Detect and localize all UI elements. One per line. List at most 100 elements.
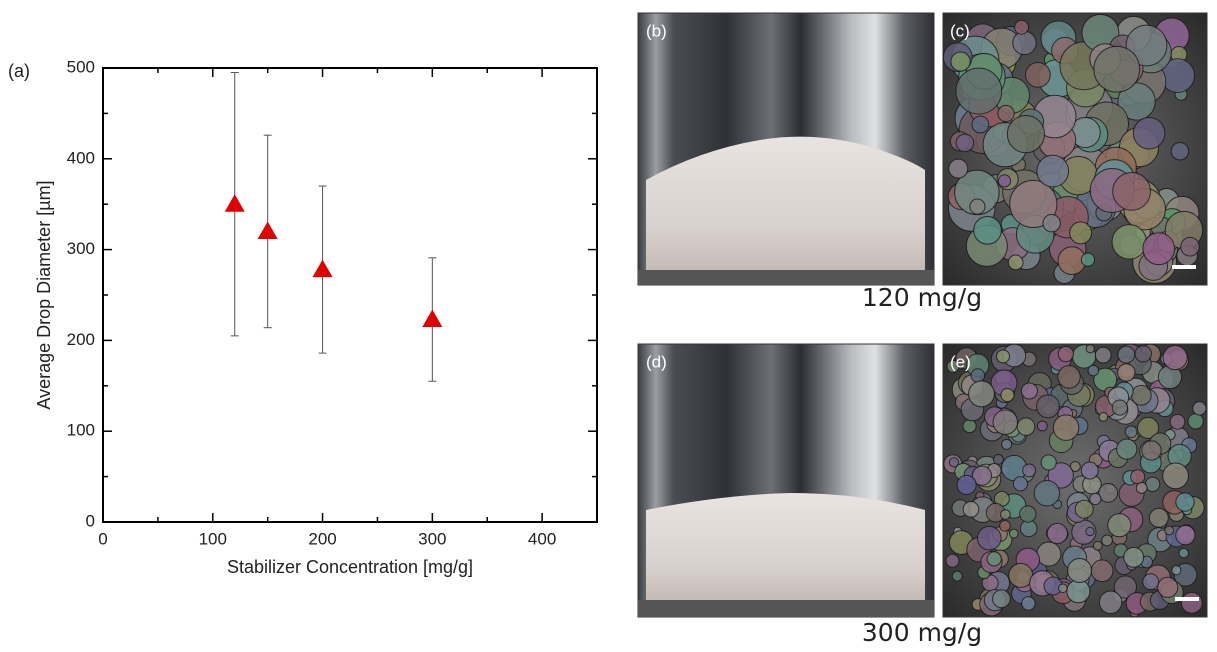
droplet	[1020, 382, 1038, 400]
y-tick-label: 100	[67, 421, 95, 440]
droplet	[971, 465, 993, 486]
droplet	[1007, 254, 1024, 271]
droplet	[1175, 524, 1196, 546]
droplet	[996, 349, 1011, 364]
droplet	[1067, 557, 1093, 583]
caption: 300 mg/g	[862, 618, 982, 647]
x-tick-label: 200	[308, 529, 336, 548]
droplet	[1175, 492, 1195, 512]
marker	[257, 221, 278, 239]
droplet	[1069, 221, 1093, 245]
droplet	[970, 368, 986, 383]
droplet	[1116, 438, 1138, 460]
droplet	[1035, 394, 1060, 419]
droplet	[1019, 505, 1037, 523]
x-tick-label: 0	[98, 529, 107, 548]
droplet	[956, 474, 977, 496]
droplet	[1093, 45, 1141, 93]
droplet	[1164, 525, 1175, 536]
droplet	[1123, 546, 1145, 568]
y-tick-label: 300	[67, 239, 95, 258]
droplet	[1036, 420, 1048, 432]
droplet	[1098, 412, 1109, 422]
droplet	[997, 104, 1015, 123]
droplet	[1080, 252, 1096, 267]
y-tick-label: 500	[67, 57, 95, 76]
droplet	[1014, 19, 1030, 35]
droplet	[1169, 413, 1186, 430]
droplet	[1178, 547, 1189, 559]
photo-d: (d)	[637, 343, 935, 618]
droplet	[1117, 345, 1136, 364]
droplet	[1033, 480, 1061, 507]
droplet	[962, 501, 980, 518]
droplet	[992, 453, 1004, 465]
droplet	[1125, 24, 1168, 67]
droplet	[1124, 425, 1138, 439]
droplet	[1137, 416, 1160, 439]
caption: 120 mg/g	[862, 283, 982, 312]
photo-c: (c)	[942, 12, 1208, 286]
marker	[312, 259, 333, 278]
droplet	[1162, 345, 1188, 371]
droplet	[1087, 364, 1100, 377]
droplet	[1008, 562, 1034, 588]
marker	[422, 309, 443, 328]
droplet	[1111, 224, 1147, 260]
droplet	[1057, 365, 1081, 389]
droplet	[1192, 401, 1207, 416]
droplet	[1101, 534, 1113, 547]
droplet	[1057, 345, 1074, 363]
droplet	[1187, 413, 1204, 430]
droplet	[1085, 526, 1095, 537]
droplet	[1113, 575, 1138, 599]
droplet	[1009, 179, 1058, 229]
droplet	[1058, 583, 1068, 594]
panel-label: (c)	[950, 21, 970, 40]
droplet	[1111, 399, 1128, 416]
droplet	[948, 158, 969, 179]
y-tick-label: 400	[67, 148, 95, 167]
photo-e: (e)	[942, 343, 1208, 618]
droplet	[1036, 154, 1070, 188]
droplet	[1117, 363, 1136, 382]
droplet	[1130, 384, 1152, 406]
droplet	[945, 553, 960, 568]
droplet	[976, 525, 1002, 551]
droplet	[948, 457, 960, 468]
droplet	[992, 589, 1011, 609]
droplet	[1107, 513, 1132, 538]
droplet	[1042, 214, 1061, 233]
droplet	[1040, 454, 1057, 471]
droplet	[1047, 462, 1074, 489]
x-tick-label: 400	[528, 529, 556, 548]
droplet	[1180, 591, 1203, 614]
droplet	[1171, 565, 1182, 576]
droplet	[1092, 540, 1103, 551]
droplet	[1036, 541, 1062, 567]
droplet	[1094, 346, 1112, 364]
droplet	[1008, 528, 1019, 539]
droplet	[1142, 573, 1160, 591]
photo-b: (b)	[637, 12, 935, 286]
plot-frame	[102, 67, 598, 523]
droplet	[1134, 345, 1152, 363]
panel-label: (e)	[950, 352, 971, 371]
droplet	[951, 570, 963, 582]
droplet	[1117, 82, 1156, 121]
droplet	[1157, 576, 1179, 598]
droplet	[1089, 492, 1102, 506]
droplet	[1170, 141, 1190, 161]
droplet	[1016, 417, 1036, 436]
droplet	[1142, 232, 1176, 266]
droplet	[1000, 387, 1015, 403]
panel-label: (b)	[646, 21, 667, 40]
droplet	[1135, 482, 1148, 494]
droplet	[1162, 462, 1189, 490]
x-tick-label: 300	[418, 529, 446, 548]
droplet	[1141, 440, 1162, 461]
droplet	[1012, 30, 1037, 56]
droplet	[1144, 476, 1161, 492]
panel-label: (a)	[8, 61, 30, 81]
